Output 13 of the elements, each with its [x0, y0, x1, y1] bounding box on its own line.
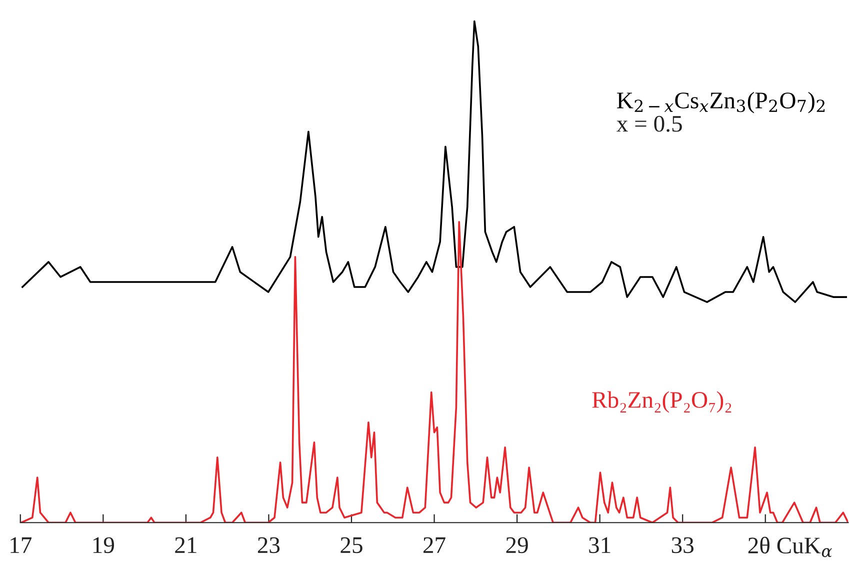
x-tick-label: 27	[423, 537, 446, 553]
x-tick-label: 31	[589, 537, 610, 554]
x-tick-label: 17	[10, 537, 32, 553]
x-tick-label: 21	[175, 537, 196, 553]
x-tick-label: 25	[340, 537, 362, 554]
series-label: Rb₂Zn₂(P₂O₇)₂	[592, 391, 732, 413]
text: K$_{2−x}$Cs$_{x}$Zn$_{3}$(P$_{2}$O$_{7}$)$_{2}$	[617, 92, 825, 114]
x-tick-label: 23	[258, 537, 280, 554]
x-tick-label: 33	[672, 537, 694, 554]
annotation: x = 0.5	[616, 116, 682, 132]
x-tick-label: 29	[506, 537, 528, 554]
x-tick-label: 19	[93, 537, 114, 554]
x-axis-title: 2θ CuK$_{α}$	[748, 536, 832, 558]
